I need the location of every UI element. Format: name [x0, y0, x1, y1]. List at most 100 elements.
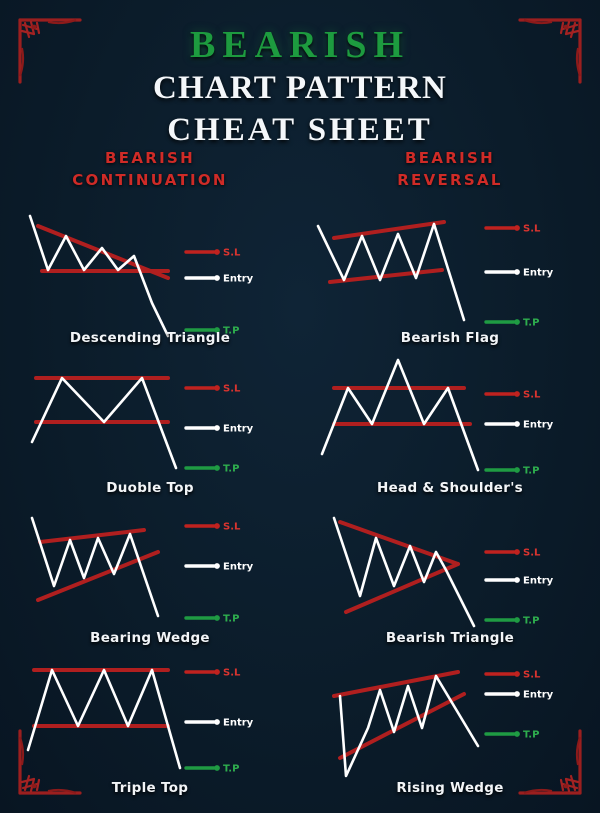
marker-label-sl: S.L: [523, 224, 541, 235]
leader-dot-entry: [514, 421, 520, 427]
pattern-title-bearing-wedge: Bearing Wedge: [90, 630, 210, 646]
leader-dot-tp: [214, 765, 220, 771]
column-heading-reversal: BEARISH REVERSAL: [300, 148, 600, 192]
pattern-title-head-and-shoulders: Head & Shoulder's: [377, 480, 523, 496]
pattern-title-triple-top: Triple Top: [111, 780, 189, 796]
marker-label-tp: T.P: [223, 326, 239, 337]
leader-dot-tp: [214, 615, 220, 621]
pattern-cell-descending-triangle: S.L Entry T.P Descending Triangle: [0, 198, 300, 348]
marker-label-tp: T.P: [523, 318, 539, 329]
leader-dot-sl: [514, 391, 520, 397]
trendline-lower: [344, 562, 460, 614]
marker-sl: S.L: [184, 248, 241, 259]
marker-tp: T.P: [184, 326, 239, 337]
marker-tp: T.P: [484, 318, 539, 329]
leader-dot-entry: [214, 425, 220, 431]
leader-dot-entry: [514, 577, 520, 583]
marker-entry: Entry: [184, 424, 254, 435]
marker-tp: T.P: [184, 464, 239, 475]
marker-entry: Entry: [184, 562, 254, 573]
leader-dot-tp: [514, 467, 520, 473]
marker-sl: S.L: [484, 224, 541, 235]
marker-sl: S.L: [484, 670, 541, 681]
marker-tp: T.P: [184, 764, 239, 775]
marker-label-tp: T.P: [523, 466, 539, 477]
marker-sl: S.L: [484, 390, 541, 401]
marker-entry: Entry: [184, 274, 254, 285]
leader-dot-sl: [214, 385, 220, 391]
pattern-title-bearish-flag: Bearish Flag: [400, 330, 500, 346]
title-chart-pattern: CHART PATTERN: [152, 69, 448, 106]
leader-dot-sl: [214, 669, 220, 675]
marker-label-entry: Entry: [223, 718, 254, 729]
leader-dot-sl: [514, 671, 520, 677]
marker-label-tp: T.P: [523, 616, 539, 627]
column-heading-reversal-line2: REVERSAL: [397, 170, 503, 189]
price-path: [26, 668, 182, 770]
pattern-title-rising-wedge: Rising Wedge: [396, 780, 504, 796]
marker-entry: Entry: [484, 690, 554, 701]
trendline-upper: [332, 220, 446, 240]
leader-dot-tp: [514, 731, 520, 737]
marker-label-sl: S.L: [223, 384, 241, 395]
price-path: [30, 516, 160, 618]
leader-dot-sl: [514, 549, 520, 555]
marker-sl: S.L: [184, 668, 241, 679]
marker-label-entry: Entry: [523, 420, 554, 431]
leader-dot-entry: [214, 563, 220, 569]
pattern-title-double-top: Duoble Top: [106, 480, 194, 496]
column-heading-reversal-line1: BEARISH: [405, 149, 495, 167]
leader-dot-tp: [514, 319, 520, 325]
pattern-cell-bearish-flag: S.L Entry T.P Bearish Flag: [300, 198, 600, 348]
title-bearish: BEARISH: [189, 24, 411, 66]
leader-dot-entry: [214, 275, 220, 281]
price-path: [28, 214, 170, 338]
marker-label-sl: S.L: [523, 390, 541, 401]
trendline-upper: [38, 528, 146, 544]
leader-dot-sl: [214, 523, 220, 529]
marker-tp: T.P: [484, 730, 539, 741]
marker-label-entry: Entry: [523, 690, 554, 701]
marker-label-entry: Entry: [523, 268, 554, 279]
marker-tp: T.P: [184, 614, 239, 625]
marker-label-tp: T.P: [223, 464, 239, 475]
marker-label-sl: S.L: [223, 248, 241, 259]
column-heading-continuation-line1: BEARISH: [105, 149, 195, 167]
price-path: [316, 222, 466, 322]
marker-sl: S.L: [184, 522, 241, 533]
marker-label-tp: T.P: [523, 730, 539, 741]
marker-sl: S.L: [484, 548, 541, 559]
title-cheat-sheet: CHEAT SHEET: [167, 112, 433, 149]
pattern-cell-bearing-wedge: S.L Entry T.P Bearing Wedge: [0, 498, 300, 648]
marker-tp: T.P: [484, 616, 539, 627]
leader-dot-tp: [214, 327, 220, 333]
marker-tp: T.P: [484, 466, 539, 477]
marker-entry: Entry: [484, 268, 554, 279]
leader-dot-entry: [514, 269, 520, 275]
pattern-cell-bearish-triangle: S.L Entry T.P Bearish Triangle: [300, 498, 600, 648]
price-path: [30, 376, 178, 470]
marker-label-entry: Entry: [223, 562, 254, 573]
marker-label-sl: S.L: [523, 548, 541, 559]
pattern-cell-triple-top: S.L Entry T.P Triple Top: [0, 648, 300, 798]
price-path: [332, 516, 476, 628]
marker-label-entry: Entry: [223, 274, 254, 285]
column-heading-continuation-line2: CONTINUATION: [72, 170, 228, 189]
marker-entry: Entry: [184, 718, 254, 729]
marker-label-sl: S.L: [523, 670, 541, 681]
marker-label-tp: T.P: [223, 614, 239, 625]
trendline-lower: [338, 692, 466, 760]
price-path: [320, 358, 480, 472]
leader-dot-tp: [214, 465, 220, 471]
pattern-cell-rising-wedge: S.L Entry T.P Rising Wedge: [300, 648, 600, 798]
marker-sl: S.L: [184, 384, 241, 395]
leader-dot-tp: [514, 617, 520, 623]
marker-label-entry: Entry: [523, 576, 554, 587]
trendline-lower: [328, 268, 444, 284]
pattern-cell-head-and-shoulders: S.L Entry T.P Head & Shoulder's: [300, 348, 600, 498]
marker-entry: Entry: [484, 420, 554, 431]
trendline-lower: [36, 550, 160, 602]
pattern-title-bearish-triangle: Bearish Triangle: [385, 630, 515, 646]
leader-dot-sl: [214, 249, 220, 255]
